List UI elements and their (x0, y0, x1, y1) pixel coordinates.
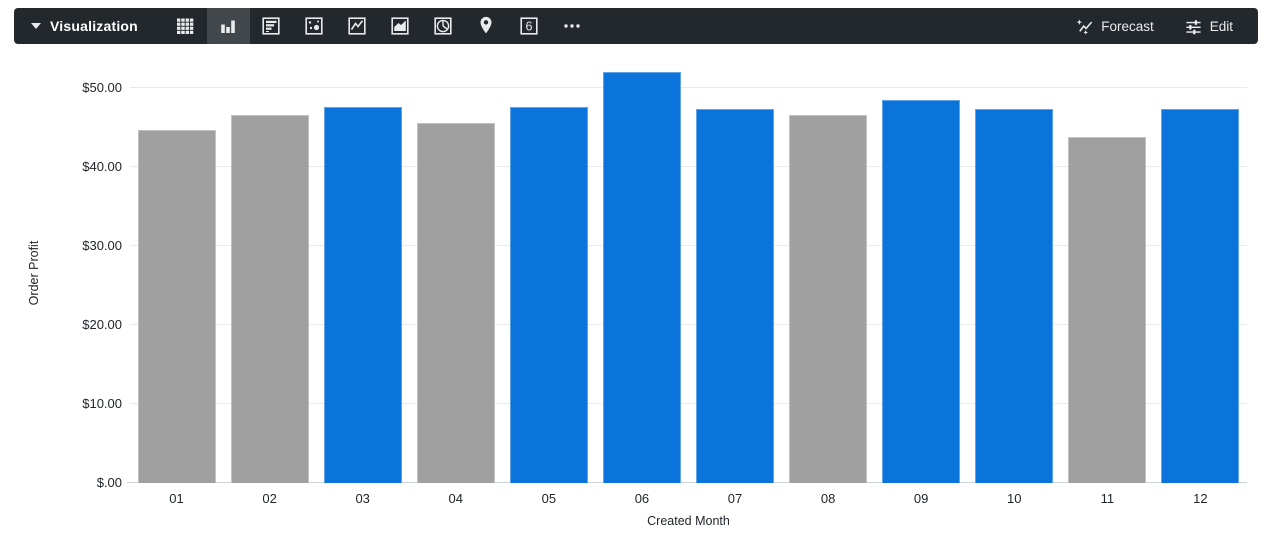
bar-slot (130, 60, 223, 483)
y-tick-label: $30.00 (82, 237, 122, 253)
gridline (130, 165, 1247, 167)
forecast-button[interactable]: Forecast (1060, 8, 1169, 44)
bar-02[interactable] (230, 115, 309, 483)
gridline (130, 323, 1247, 325)
x-tick-label: 05 (541, 491, 557, 506)
x-tick-label: 08 (820, 491, 836, 506)
bar-01[interactable] (137, 130, 216, 483)
x-axis-tick-labels: 01 02 03 04 05 06 07 08 09 10 11 12 (130, 491, 1247, 506)
bar-03[interactable] (323, 106, 402, 483)
forecast-sparkle-trend-icon (1075, 17, 1094, 36)
edit-button[interactable]: Edit (1169, 8, 1248, 44)
bar-09[interactable] (882, 99, 961, 483)
scatter-chart-icon (303, 15, 325, 37)
y-axis-tick-labels: $50.00 $40.00 $30.00 $20.00 $10.00 $.00 (0, 60, 122, 490)
viz-type-area-button[interactable] (379, 8, 422, 44)
viz-type-column-button[interactable] (206, 8, 250, 44)
svg-text:6: 6 (526, 20, 533, 34)
y-tick-label: $20.00 (82, 316, 122, 332)
bar-10[interactable] (975, 109, 1054, 483)
bar-05[interactable] (509, 107, 588, 483)
viz-type-pie-button[interactable] (422, 8, 465, 44)
gridline (130, 86, 1247, 88)
gridline (130, 402, 1247, 404)
x-tick-label: 04 (448, 491, 463, 506)
table-chart-icon (174, 15, 196, 37)
x-tick-label: 12 (1193, 491, 1208, 506)
area-chart-icon (389, 15, 411, 37)
toolbar-actions: Forecast Edit (1060, 8, 1258, 44)
viz-type-single-value-button[interactable]: 6 (508, 8, 551, 44)
bar-slot (875, 60, 968, 483)
y-tick-label: $50.00 (82, 79, 122, 95)
x-tick-label: 03 (355, 491, 370, 506)
forecast-button-label: Forecast (1101, 18, 1154, 34)
bar-slot (595, 60, 688, 483)
viz-type-bar-button[interactable] (250, 8, 293, 44)
pie-chart-icon (432, 15, 454, 37)
viz-type-line-button[interactable] (336, 8, 379, 44)
bar-series (130, 60, 1247, 483)
bar-slot (688, 60, 781, 483)
viz-type-table-button[interactable] (164, 8, 207, 44)
bar-slot (782, 60, 875, 483)
bar-slot (502, 60, 595, 483)
edit-button-label: Edit (1209, 18, 1233, 34)
toolbar-title: Visualization (50, 18, 138, 34)
plot-area (127, 60, 1247, 483)
x-tick-label: 10 (1007, 491, 1022, 506)
bar-11[interactable] (1068, 137, 1147, 483)
column-chart: Order Profit $50.00 $40.00 $30.00 $20.00 $10… (0, 44, 1272, 560)
viz-type-switcher: 6 (164, 8, 594, 44)
gridline (130, 244, 1247, 246)
line-chart-icon (346, 15, 368, 37)
x-tick-label: 02 (262, 491, 277, 506)
bar-slot (316, 60, 409, 483)
bar-08[interactable] (789, 114, 868, 483)
bar-slot (409, 60, 502, 483)
visualization-collapse-toggle[interactable]: Visualization (14, 8, 152, 44)
viz-type-map-button[interactable] (465, 8, 508, 44)
y-tick-label: $.00 (96, 475, 122, 490)
visualization-toolbar: Visualization 6 Forecast Edit (14, 8, 1258, 44)
x-tick-label: 07 (727, 491, 743, 506)
x-tick-label: 01 (169, 491, 184, 506)
single-value-chart-icon: 6 (518, 15, 540, 37)
bar-12[interactable] (1161, 109, 1240, 483)
x-axis-title: Created Month (647, 514, 730, 528)
bar-06[interactable] (602, 71, 681, 483)
bar-slot (223, 60, 316, 483)
x-tick-label: 09 (913, 491, 929, 506)
x-tick-label: 11 (1100, 491, 1115, 506)
bar-slot (968, 60, 1061, 483)
chevron-down-icon (31, 23, 41, 29)
column-chart-icon (217, 15, 239, 37)
viz-type-more-button[interactable] (551, 8, 594, 44)
bar-slot (1061, 60, 1154, 483)
x-tick-label: 06 (634, 491, 650, 506)
y-tick-label: $40.00 (82, 158, 122, 174)
more-chart-icon (561, 15, 583, 37)
bar-04[interactable] (416, 123, 495, 483)
bar-chart-icon (260, 15, 282, 37)
viz-type-scatter-button[interactable] (293, 8, 336, 44)
edit-sliders-icon (1184, 17, 1203, 36)
map-chart-icon (475, 15, 497, 37)
bar-slot (1154, 60, 1247, 483)
y-tick-label: $10.00 (82, 395, 122, 411)
x-axis-line (127, 482, 1247, 483)
bar-07[interactable] (696, 109, 774, 483)
